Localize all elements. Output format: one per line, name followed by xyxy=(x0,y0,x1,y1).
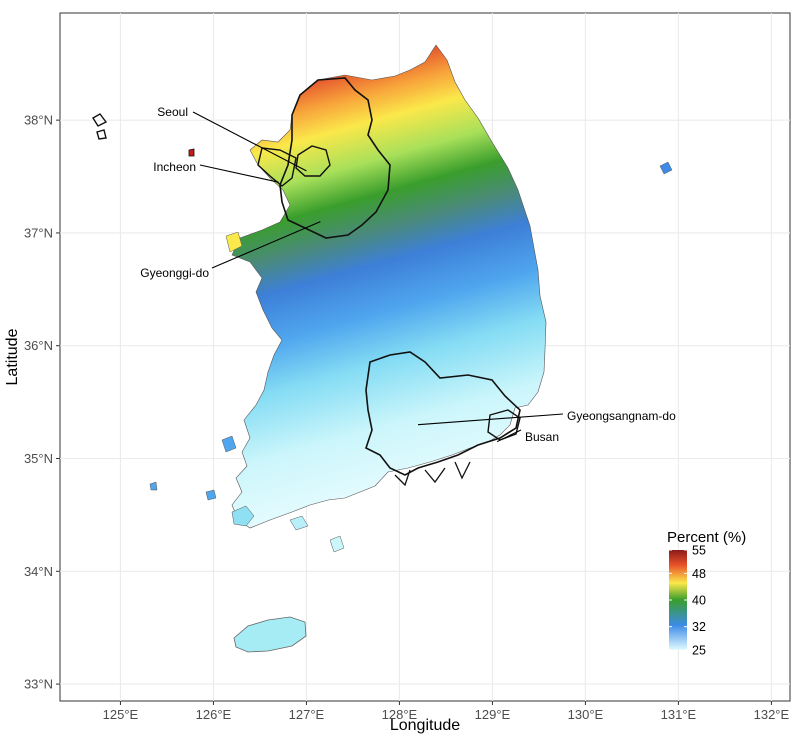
southern-island xyxy=(221,435,237,453)
y-axis-title: Latitude xyxy=(4,328,21,385)
map-layer xyxy=(92,44,673,653)
gyeonggi-outline xyxy=(279,77,391,239)
annotation-leader xyxy=(192,111,307,172)
legend-tick-label: 32 xyxy=(692,620,706,634)
legend: Percent (%)55 48 40 32 25 xyxy=(667,529,746,658)
y-tick-label: 33°N xyxy=(24,677,53,692)
x-tick-label: 126°E xyxy=(196,707,232,722)
gyeongsangnam-outline xyxy=(365,351,521,476)
annotation-leader xyxy=(211,221,321,269)
mainland-korea xyxy=(231,44,547,529)
y-tick-label: 34°N xyxy=(24,564,53,579)
annotation-label: Busan xyxy=(525,430,559,444)
incheon-outline xyxy=(257,147,297,187)
annotation-label: Seoul xyxy=(157,105,188,119)
x-tick-label: 129°E xyxy=(475,707,511,722)
legend-colorbar xyxy=(669,550,687,650)
legend-tick-label: 40 xyxy=(692,594,706,608)
ulleungdo-island xyxy=(659,161,673,175)
gyeongnam-coast-islands xyxy=(394,461,471,487)
annotation-leader xyxy=(199,164,279,183)
jeju-island xyxy=(233,616,307,653)
legend-title: Percent (%) xyxy=(667,529,746,546)
x-axis-title: Longitude xyxy=(390,717,460,734)
annotation-layer: Seoul Incheon Gyeonggi-do Gyeongsangnam-do B… xyxy=(140,105,676,444)
x-tick-label: 127°E xyxy=(289,707,325,722)
western-island xyxy=(225,231,243,253)
annotation-label: Incheon xyxy=(153,160,196,174)
x-tick-label: 131°E xyxy=(661,707,697,722)
x-tick-label: 128°E xyxy=(382,707,418,722)
y-tick-label: 35°N xyxy=(24,451,53,466)
annotation-leader xyxy=(417,413,564,426)
seoul-outline xyxy=(295,145,331,177)
southern-island xyxy=(289,515,309,531)
y-tick-label: 38°N xyxy=(24,113,53,128)
annotation-label: Gyeongsangnam-do xyxy=(567,409,676,423)
y-tick-label: 37°N xyxy=(24,225,53,240)
axes-layer: 125°E 126°E 127°E 128°E 129°E 130°E 131°E 132°E… xyxy=(4,113,790,734)
nw-islet xyxy=(188,148,195,157)
southern-island xyxy=(149,481,158,491)
legend-tick-label: 25 xyxy=(692,644,706,658)
nw-islet xyxy=(96,129,107,140)
x-tick-label: 125°E xyxy=(103,707,139,722)
y-tick-label: 36°N xyxy=(24,338,53,353)
busan-outline xyxy=(487,409,521,441)
annotation-leader xyxy=(496,429,522,443)
annotation-label: Gyeonggi-do xyxy=(140,266,209,280)
nw-islet xyxy=(92,113,108,127)
southern-island xyxy=(231,505,255,527)
x-tick-label: 130°E xyxy=(568,707,604,722)
southern-island xyxy=(329,535,345,553)
legend-tick-label: 48 xyxy=(692,567,706,581)
legend-tick-label: 55 xyxy=(692,544,706,558)
x-tick-label: 132°E xyxy=(754,707,790,722)
southern-island xyxy=(205,489,217,501)
